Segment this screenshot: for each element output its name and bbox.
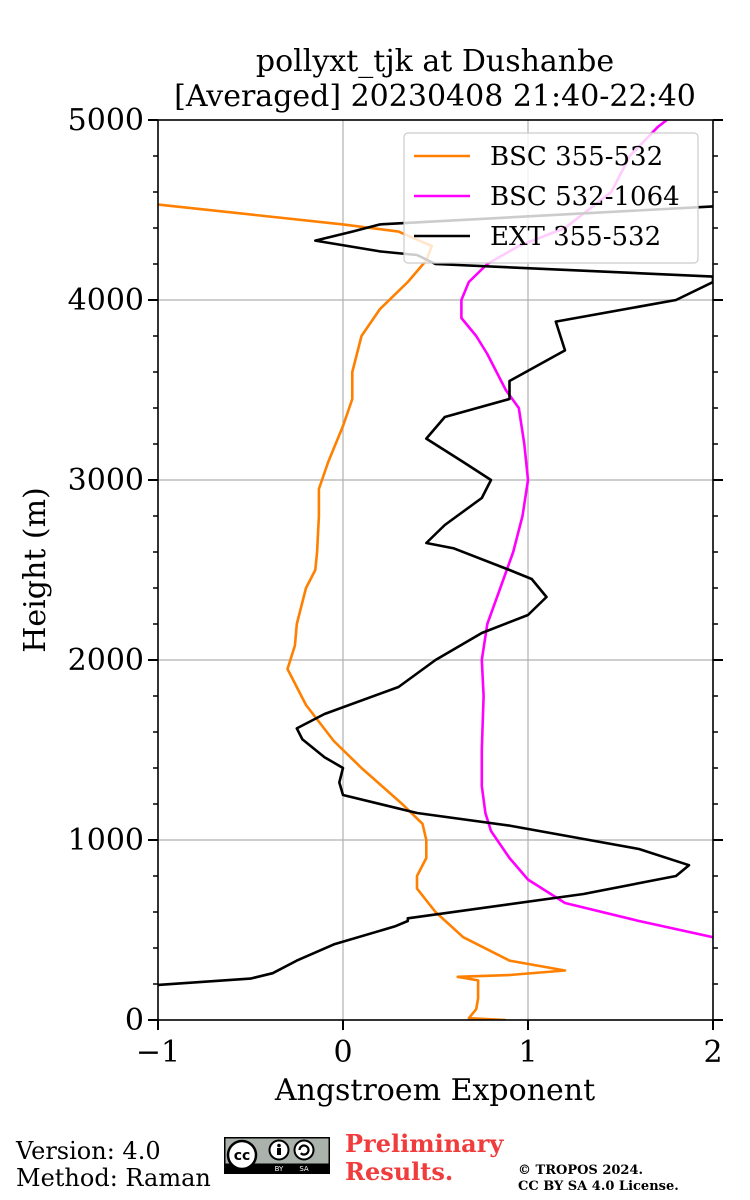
legend: BSC 355-532 BSC 532-1064 EXT 355-532: [403, 132, 699, 264]
cc-symbol: cc: [234, 1148, 251, 1164]
y-tick-label: 0: [125, 1003, 144, 1038]
y-tick-label: 3000: [68, 463, 144, 498]
y-tick-label: 4000: [68, 283, 144, 318]
y-tick-label: 1000: [68, 823, 144, 858]
method-label: Method: Raman: [16, 1164, 211, 1192]
copyright-line-1: © TROPOS 2024.: [518, 1163, 644, 1178]
grid: [158, 120, 713, 1020]
legend-label-3: EXT 355-532: [490, 222, 661, 252]
legend-label-1: BSC 355-532: [490, 142, 663, 172]
y-axis-label: Height (m): [18, 487, 53, 652]
preliminary-line-1: Preliminary: [345, 1129, 504, 1158]
x-tick-label: 2: [703, 1035, 722, 1070]
chart-subtitle: [Averaged] 20230408 21:40-22:40: [174, 79, 696, 114]
series-line-1: [158, 203, 567, 1020]
legend-box: [403, 132, 699, 264]
y-tick-label: 2000: [68, 643, 144, 678]
legend-label-2: BSC 532-1064: [490, 182, 680, 212]
chart: pollyxt_tjk at Dushanbe [Averaged] 20230…: [18, 44, 723, 1108]
cc-sa-label: SA: [299, 1165, 309, 1173]
x-axis-label: Angstroem Exponent: [274, 1073, 595, 1108]
preliminary-results-notice: Preliminary Results.: [345, 1130, 503, 1186]
x-tick-label: 0: [333, 1035, 352, 1070]
version-label: Version: 4.0: [16, 1137, 161, 1165]
series-line-3: [158, 205, 713, 987]
x-tick-label: −1: [136, 1035, 180, 1070]
cc-by-label: BY: [275, 1165, 284, 1173]
cc-license-badge-icon: cc BY SA: [224, 1137, 330, 1174]
y-tick-label: 5000: [68, 103, 144, 138]
chart-title: pollyxt_tjk at Dushanbe: [256, 44, 614, 79]
plot-frame: [157, 119, 714, 1021]
copyright-line-2: CC BY SA 4.0 License.: [518, 1179, 679, 1194]
x-tick-label: 1: [518, 1035, 537, 1070]
preliminary-line-2: Results.: [345, 1157, 454, 1186]
copyright-notice: © TROPOS 2024. CC BY SA 4.0 License.: [518, 1163, 679, 1195]
